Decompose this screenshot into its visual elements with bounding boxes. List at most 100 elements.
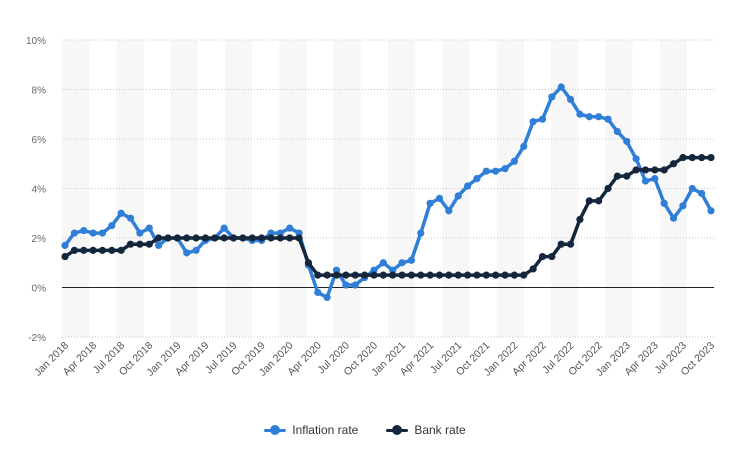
point-bank-rate[interactable] (604, 184, 612, 193)
point-bank-rate[interactable] (136, 240, 144, 248)
point-bank-rate[interactable] (248, 234, 256, 242)
point-inflation-rate[interactable] (426, 199, 434, 207)
point-inflation-rate[interactable] (126, 214, 135, 222)
point-inflation-rate[interactable] (473, 175, 481, 183)
point-bank-rate[interactable] (501, 271, 509, 279)
point-inflation-rate[interactable] (398, 259, 406, 267)
point-bank-rate[interactable] (510, 271, 518, 279)
point-inflation-rate[interactable] (295, 229, 303, 237)
point-inflation-rate[interactable] (669, 214, 678, 222)
point-inflation-rate[interactable] (70, 229, 78, 237)
point-inflation-rate[interactable] (576, 110, 584, 118)
point-inflation-rate[interactable] (183, 249, 191, 257)
point-bank-rate[interactable] (304, 259, 313, 267)
point-bank-rate[interactable] (548, 252, 556, 261)
point-bank-rate[interactable] (613, 172, 621, 180)
point-inflation-rate[interactable] (276, 229, 284, 237)
point-inflation-rate[interactable] (98, 229, 107, 237)
point-inflation-rate[interactable] (314, 288, 322, 297)
point-inflation-rate[interactable] (623, 137, 631, 146)
point-bank-rate[interactable] (164, 234, 172, 242)
point-inflation-rate[interactable] (323, 293, 331, 301)
point-bank-rate[interactable] (641, 166, 650, 174)
point-bank-rate[interactable] (342, 271, 350, 279)
point-inflation-rate[interactable] (407, 256, 416, 264)
point-bank-rate[interactable] (454, 271, 462, 279)
point-bank-rate[interactable] (98, 246, 107, 254)
point-bank-rate[interactable] (389, 271, 397, 279)
point-inflation-rate[interactable] (286, 224, 294, 232)
point-inflation-rate[interactable] (501, 165, 509, 173)
point-inflation-rate[interactable] (529, 118, 537, 126)
point-bank-rate[interactable] (258, 234, 266, 242)
point-bank-rate[interactable] (557, 240, 565, 248)
point-bank-rate[interactable] (360, 271, 369, 279)
point-bank-rate[interactable] (651, 166, 659, 174)
point-bank-rate[interactable] (201, 234, 210, 242)
point-bank-rate[interactable] (623, 172, 631, 180)
point-bank-rate[interactable] (239, 234, 247, 242)
point-bank-rate[interactable] (267, 234, 275, 242)
point-bank-rate[interactable] (520, 271, 528, 279)
point-bank-rate[interactable] (286, 234, 294, 242)
point-bank-rate[interactable] (492, 271, 500, 279)
point-inflation-rate[interactable] (136, 229, 144, 237)
point-bank-rate[interactable] (632, 166, 640, 174)
point-inflation-rate[interactable] (595, 113, 603, 121)
point-inflation-rate[interactable] (389, 266, 397, 274)
point-inflation-rate[interactable] (370, 266, 378, 274)
point-inflation-rate[interactable] (417, 229, 425, 237)
point-bank-rate[interactable] (145, 240, 153, 248)
point-bank-rate[interactable] (108, 246, 116, 254)
point-bank-rate[interactable] (398, 271, 406, 279)
point-bank-rate[interactable] (370, 271, 378, 279)
point-bank-rate[interactable] (314, 271, 322, 279)
point-bank-rate[interactable] (61, 252, 69, 261)
point-inflation-rate[interactable] (538, 115, 547, 123)
point-inflation-rate[interactable] (679, 202, 687, 210)
point-bank-rate[interactable] (660, 166, 668, 174)
point-inflation-rate[interactable] (604, 115, 612, 123)
point-bank-rate[interactable] (417, 271, 425, 279)
point-inflation-rate[interactable] (520, 142, 528, 151)
point-bank-rate[interactable] (80, 246, 88, 254)
point-bank-rate[interactable] (407, 271, 416, 279)
point-bank-rate[interactable] (669, 160, 678, 168)
point-inflation-rate[interactable] (61, 241, 69, 250)
point-inflation-rate[interactable] (698, 189, 706, 198)
point-inflation-rate[interactable] (332, 266, 341, 274)
point-bank-rate[interactable] (435, 271, 444, 279)
point-bank-rate[interactable] (183, 234, 191, 242)
point-inflation-rate[interactable] (688, 184, 696, 193)
point-bank-rate[interactable] (482, 271, 490, 279)
point-bank-rate[interactable] (323, 271, 331, 279)
point-bank-rate[interactable] (126, 240, 135, 248)
point-bank-rate[interactable] (117, 246, 125, 254)
point-inflation-rate[interactable] (632, 155, 640, 163)
point-bank-rate[interactable] (379, 271, 387, 279)
point-inflation-rate[interactable] (557, 83, 565, 91)
point-inflation-rate[interactable] (80, 226, 88, 235)
point-inflation-rate[interactable] (482, 167, 490, 175)
point-inflation-rate[interactable] (707, 207, 715, 215)
point-bank-rate[interactable] (220, 234, 228, 242)
point-bank-rate[interactable] (595, 197, 603, 205)
point-inflation-rate[interactable] (342, 281, 350, 289)
legend-item-bank-rate[interactable]: Bank rate (386, 423, 466, 437)
point-inflation-rate[interactable] (548, 93, 556, 101)
point-inflation-rate[interactable] (445, 207, 453, 215)
point-inflation-rate[interactable] (463, 182, 472, 190)
point-inflation-rate[interactable] (89, 229, 97, 237)
point-bank-rate[interactable] (566, 240, 575, 248)
point-bank-rate[interactable] (173, 234, 181, 242)
point-bank-rate[interactable] (70, 246, 78, 254)
point-inflation-rate[interactable] (435, 194, 444, 202)
point-bank-rate[interactable] (89, 246, 97, 254)
point-inflation-rate[interactable] (220, 224, 228, 232)
point-inflation-rate[interactable] (585, 113, 593, 121)
point-bank-rate[interactable] (211, 234, 219, 242)
point-inflation-rate[interactable] (510, 157, 518, 165)
point-bank-rate[interactable] (426, 271, 434, 279)
point-bank-rate[interactable] (576, 215, 584, 224)
point-inflation-rate[interactable] (145, 224, 153, 232)
